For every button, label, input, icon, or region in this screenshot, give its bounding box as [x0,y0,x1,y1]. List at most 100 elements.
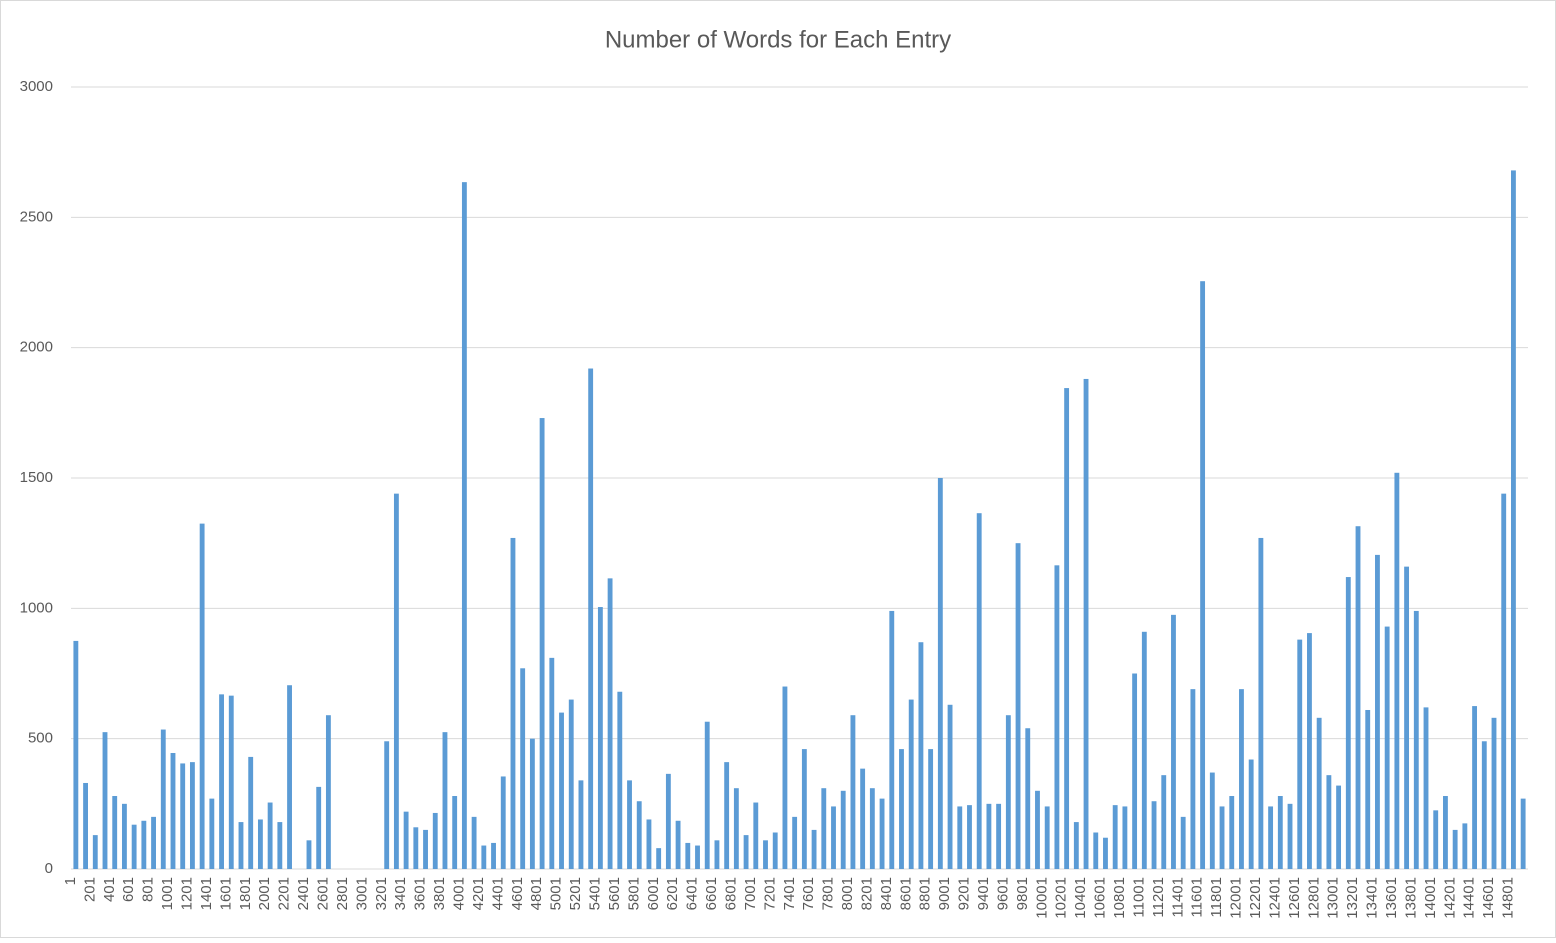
bar [976,513,982,869]
x-tick-label: 4601 [509,877,526,910]
bar [1239,689,1244,869]
x-tick-label: 4201 [470,877,487,910]
bar [1452,829,1458,869]
x-tick-label: 5401 [586,877,603,910]
bar [607,578,613,869]
bar [1443,796,1448,869]
bar [1103,837,1108,869]
bar [141,820,147,869]
bar [102,732,108,869]
bar [277,822,283,869]
bar [656,848,662,869]
x-tick-label: 5201 [567,877,584,910]
x-tick-label: 14401 [1461,877,1478,919]
bar [743,835,749,869]
x-tick-label: 13601 [1383,877,1400,919]
x-tick-label: 7001 [742,877,759,910]
bar [986,803,992,869]
bar [257,819,263,869]
x-tick-label: 10401 [1072,877,1089,919]
bar [831,806,836,869]
x-tick-label: 6001 [645,877,662,910]
bar [500,776,506,869]
x-tick-label: 2601 [315,877,332,910]
x-tick-label: 2401 [295,877,312,910]
x-tick-label: 13001 [1325,877,1342,919]
bar [539,418,545,869]
bar [675,820,681,869]
x-tick-label: 2801 [334,877,351,910]
x-tick-label: 11401 [1169,877,1186,918]
x-tick-label: 7401 [781,877,798,910]
bar [568,699,574,869]
x-tick-label: 8601 [897,877,914,910]
bar [1297,639,1303,869]
x-tick-label: 9801 [1014,877,1031,910]
bar [860,768,866,869]
bar [1219,806,1225,869]
y-tick-label: 1000 [20,599,53,616]
x-tick-label: 3201 [373,877,390,910]
x-tick-label: 7201 [761,877,778,910]
x-tick-label: 4401 [489,877,506,910]
x-tick-label: 12601 [1286,877,1303,919]
bar [996,803,1002,869]
bar [1209,772,1215,869]
x-tick-label: 11801 [1208,877,1225,918]
x-tick-label: 6601 [703,877,720,910]
x-tick-label: 12001 [1228,877,1245,919]
bar [73,640,79,869]
bar [403,811,409,869]
bar [937,478,943,869]
bar [908,699,914,869]
bar [432,812,438,869]
bar [1355,526,1361,869]
x-tick-label: 2001 [256,877,273,910]
x-tick-label: 2201 [276,877,293,910]
bar [413,827,419,869]
bar [461,182,467,870]
x-tick-label: 7801 [820,877,837,910]
bar [918,642,924,869]
bar [1520,798,1526,869]
bar [1171,614,1176,869]
bar [325,715,331,869]
bar [811,829,817,869]
x-tick-label: 13801 [1402,877,1419,919]
x-tick-label: 14601 [1480,877,1497,919]
x-tick-label: 13201 [1344,877,1361,919]
bar [821,788,827,869]
bar [1511,170,1516,869]
bar [1083,378,1089,869]
bar [316,786,322,869]
bar [957,806,963,869]
y-tick-label: 0 [45,860,53,877]
x-tick-label: 5001 [548,877,565,910]
x-tick-label: 3801 [431,877,448,910]
bar [1345,577,1351,869]
bar [423,829,428,869]
bar [1141,631,1147,869]
x-tick-label: 12201 [1247,877,1264,919]
x-tick-label: 1401 [198,877,215,910]
bar [384,741,390,869]
y-tick-label: 3000 [20,78,53,95]
bar [248,756,254,869]
bar [131,824,137,869]
bar [792,816,798,869]
bar [1462,823,1468,869]
x-tick-label: 12801 [1305,877,1322,919]
bar [520,668,526,869]
bar [151,816,156,869]
bar [112,796,118,869]
bar [267,802,273,869]
bar [219,694,224,869]
bar [549,657,555,869]
bar [646,819,652,869]
bar [121,803,127,869]
bar [1326,775,1332,869]
bar [1433,810,1439,869]
x-tick-label: 9201 [956,877,973,910]
x-tick-label: 8401 [878,877,895,910]
x-tick-label: 14001 [1422,877,1439,919]
